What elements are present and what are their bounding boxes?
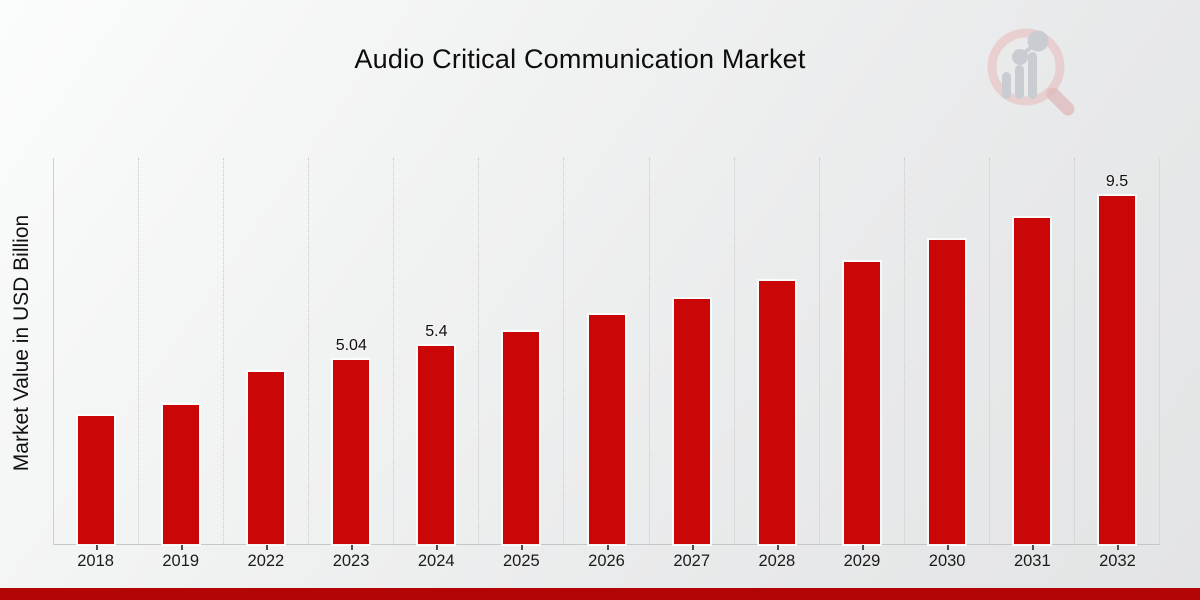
x-axis-tick [181, 545, 184, 550]
x-axis-tick [776, 545, 779, 550]
chart-column-2031 [990, 158, 1075, 550]
chart-column-2018 [54, 158, 140, 550]
x-axis-tick [946, 545, 949, 550]
x-axis-tick [351, 545, 354, 550]
x-axis-tick [266, 545, 269, 550]
x-tick-label-2018: 2018 [77, 552, 114, 570]
plot-area: 5.04 5.4 9.5 [53, 158, 1160, 550]
x-tick-label-2028: 2028 [758, 552, 796, 570]
chart-column-2029 [820, 158, 905, 550]
chart-column-2025 [479, 158, 565, 550]
y-axis-label: Market Value in USD Billion [10, 214, 33, 472]
chart-column-2023: 5.04 [309, 158, 395, 550]
x-axis-tick [521, 545, 524, 550]
bar-value-label-2023: 5.04 [335, 336, 367, 354]
chart-column-2019 [139, 158, 225, 550]
bar-2019 [163, 404, 200, 544]
x-tick-label-2023: 2023 [332, 552, 370, 570]
bar-2027 [673, 298, 710, 544]
chart-title: Audio Critical Communication Market [354, 44, 806, 74]
bar-2024 [418, 346, 455, 544]
x-tick-label-2022: 2022 [247, 552, 285, 570]
magnifier-bar-chart-watermark-icon [987, 28, 1075, 116]
chart-column-2027 [650, 158, 735, 550]
x-axis-tick [861, 545, 864, 550]
footer-accent-bar [0, 588, 1200, 600]
bar-2032 [1098, 196, 1135, 544]
bar-value-label-2024: 5.4 [425, 323, 448, 341]
bar-2028 [758, 280, 795, 544]
chart-column-2030 [905, 158, 990, 550]
bar-2018 [78, 415, 115, 544]
x-tick-label-2032: 2032 [1099, 552, 1136, 570]
x-tick-label-2027: 2027 [673, 552, 711, 570]
x-tick-label-2029: 2029 [843, 552, 881, 570]
x-tick-label-2019: 2019 [162, 552, 200, 570]
x-axis-tick [691, 545, 694, 550]
bar-2023 [333, 359, 370, 544]
x-tick-label-2024: 2024 [417, 552, 455, 570]
bar-2026 [588, 315, 625, 544]
x-axis-tick [1116, 545, 1119, 550]
bar-2025 [503, 331, 540, 544]
chart-column-2026 [564, 158, 650, 550]
chart-column-2024: 5.4 [394, 158, 480, 550]
x-axis-tick [96, 545, 99, 550]
bar-2022 [248, 372, 285, 544]
chart-column-2028 [735, 158, 820, 550]
bar-2031 [1013, 218, 1050, 544]
bar-2029 [843, 262, 880, 544]
x-tick-label-2025: 2025 [503, 552, 540, 570]
x-axis-tick [436, 545, 439, 550]
bar-2030 [928, 240, 965, 544]
x-tick-label-2031: 2031 [1013, 552, 1051, 570]
bar-value-label-2032: 9.5 [1105, 173, 1129, 191]
chart-column-2022 [224, 158, 310, 550]
x-axis-tick [606, 545, 609, 550]
x-axis-labels: 2018 2019 2022 2023 2024 2025 2026 2027 2028 2029… [53, 552, 1160, 571]
x-axis-tick [1031, 545, 1034, 550]
x-tick-label-2026: 2026 [588, 552, 625, 570]
chart-column-2032: 9.5 [1075, 158, 1159, 550]
x-tick-label-2030: 2030 [928, 552, 966, 570]
